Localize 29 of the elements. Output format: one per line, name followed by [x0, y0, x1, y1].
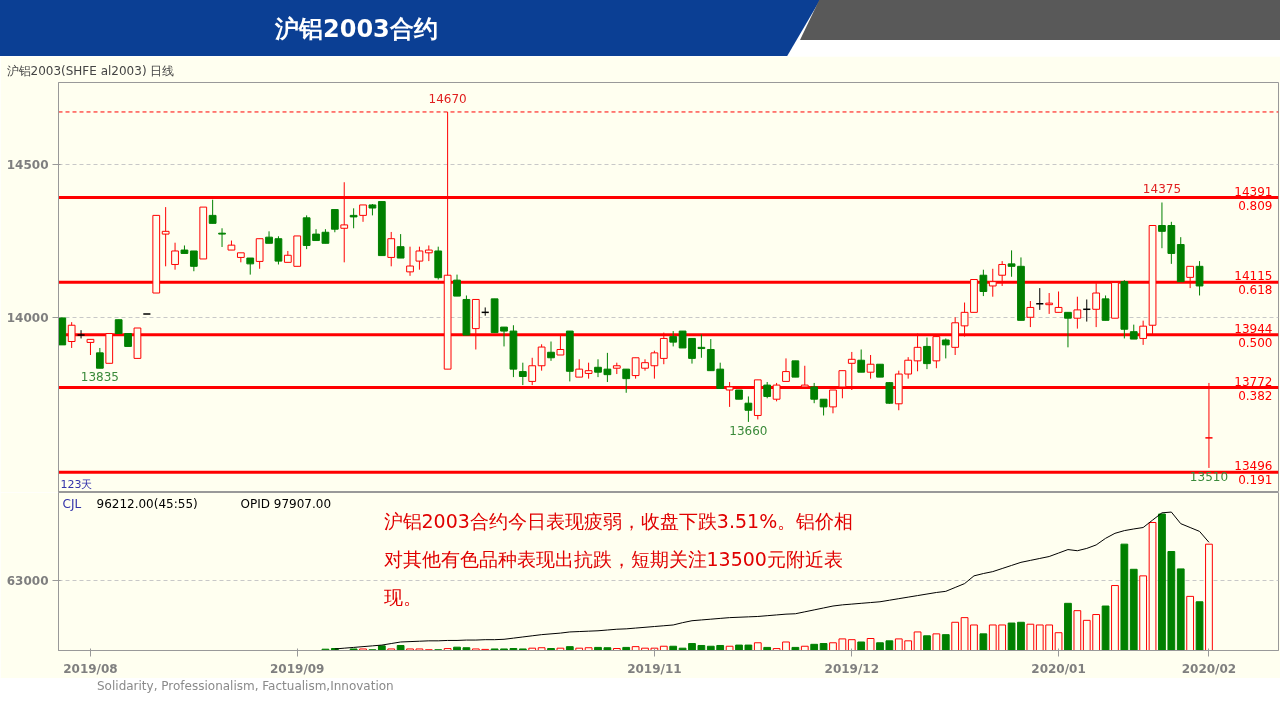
ref-line-label: 13944 0.500	[1234, 321, 1273, 350]
ref-line-label: 14115 0.618	[1234, 269, 1273, 298]
annotation: 96212.00(45:55)	[96, 496, 198, 511]
x-tick-label: 2019/08	[63, 661, 118, 676]
annotation: 14670	[428, 91, 467, 106]
annotation: 现。	[383, 585, 422, 608]
ref-line-label: 13772 0.382	[1234, 374, 1273, 403]
x-tick-label: 2020/01	[1031, 661, 1086, 676]
text: Solidarity, Professionalism, Factualism,Innovation	[96, 678, 394, 695]
x-tick-label: 2019/11	[627, 661, 682, 676]
y-tick-label: 63000	[6, 574, 49, 589]
chart-title: 沪铝2003合约	[275, 14, 438, 45]
annotation: 13510	[1189, 469, 1229, 484]
annotation: 13660	[729, 423, 768, 438]
annotation: 123天	[60, 477, 93, 491]
x-tick-label: 2019/09	[270, 661, 325, 676]
y-tick-label: 14500	[6, 157, 49, 172]
annotation: OPID 97907.00	[240, 496, 332, 511]
annotation: CJL	[62, 496, 82, 511]
ref-line-label: 14391 0.809	[1234, 184, 1273, 213]
y-tick-label: 14000	[6, 311, 49, 326]
ref-line-label: 13496 0.191	[1234, 459, 1273, 488]
annotation: 沪铝2003合约今日表现疲弱，收盘下跌3.51%。铝价相	[383, 509, 854, 532]
annotation: 13835	[80, 370, 119, 385]
x-tick-label: 2020/02	[1181, 661, 1237, 676]
annotation: 对其他有色品种表现出抗跌，短期关注13500元附近表	[383, 547, 843, 570]
chart-subtitle: 沪铝2003(SHFE al2003) 日线	[6, 63, 175, 78]
x-tick-label: 2019/12	[824, 661, 880, 676]
annotation: 14375	[1142, 182, 1182, 197]
